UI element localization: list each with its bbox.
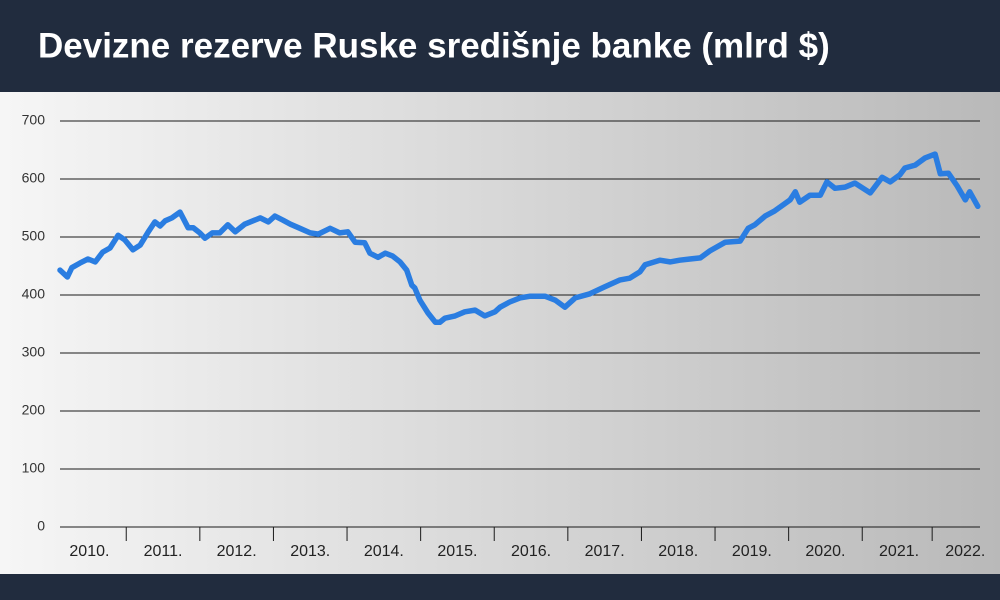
x-tick-label: 2020. bbox=[805, 543, 845, 560]
x-tick-label: 2021. bbox=[879, 543, 919, 560]
x-tick-label: 2012. bbox=[217, 543, 257, 560]
x-tick-label: 2013. bbox=[290, 543, 330, 560]
y-tick-label: 0 bbox=[37, 518, 45, 534]
chart-title: Devizne rezerve Ruske središnje banke (m… bbox=[38, 26, 830, 65]
x-tick-label: 2017. bbox=[585, 543, 625, 560]
y-tick-label: 500 bbox=[22, 228, 46, 244]
y-tick-label: 600 bbox=[22, 170, 46, 186]
x-tick-label: 2010. bbox=[69, 543, 109, 560]
y-tick-label: 100 bbox=[22, 460, 46, 476]
x-tick-label: 2022. bbox=[945, 543, 985, 560]
x-tick-label: 2011. bbox=[144, 543, 183, 560]
x-tick-label: 2016. bbox=[511, 543, 551, 560]
x-tick-label: 2015. bbox=[437, 543, 477, 560]
x-tick-label: 2014. bbox=[364, 543, 404, 560]
data-line bbox=[57, 151, 981, 326]
x-tick-label: 2018. bbox=[658, 543, 698, 560]
y-tick-label: 300 bbox=[22, 344, 46, 360]
y-tick-label: 700 bbox=[22, 112, 46, 128]
plot-background bbox=[0, 92, 1000, 574]
y-tick-label: 400 bbox=[22, 286, 46, 302]
y-tick-label: 200 bbox=[22, 402, 46, 418]
x-tick-label: 2019. bbox=[732, 543, 772, 560]
